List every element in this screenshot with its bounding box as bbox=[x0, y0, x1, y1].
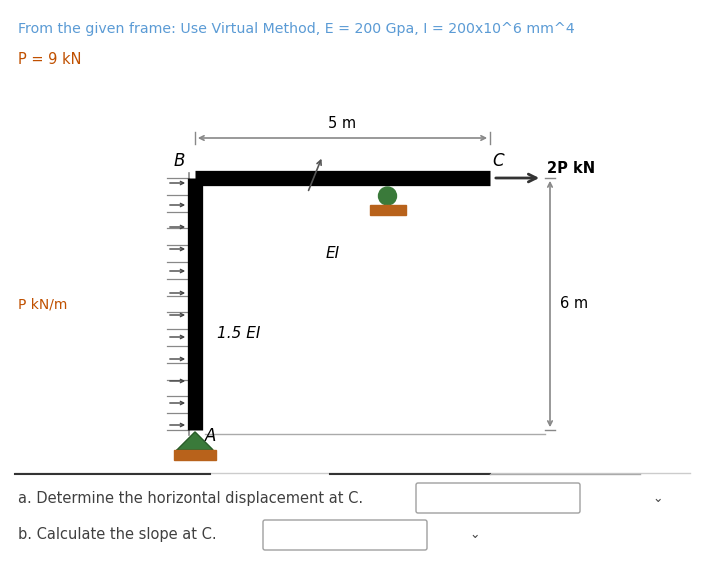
Text: P kN/m: P kN/m bbox=[18, 297, 67, 311]
Text: 1.5 EI: 1.5 EI bbox=[217, 327, 260, 342]
Text: B: B bbox=[174, 152, 185, 170]
Text: 6 m: 6 m bbox=[560, 296, 588, 312]
Text: a. Determine the horizontal displacement at C.: a. Determine the horizontal displacement… bbox=[18, 490, 363, 505]
Text: [ Select ]: [ Select ] bbox=[272, 528, 332, 541]
Text: P = 9 kN: P = 9 kN bbox=[18, 52, 81, 67]
Text: C: C bbox=[492, 152, 503, 170]
Bar bbox=[174, 450, 216, 460]
Text: A: A bbox=[205, 427, 216, 445]
Text: b. Calculate the slope at C.: b. Calculate the slope at C. bbox=[18, 528, 216, 543]
Text: [ Select ]: [ Select ] bbox=[425, 492, 485, 504]
Text: 2P kN: 2P kN bbox=[547, 161, 595, 176]
Text: EI: EI bbox=[325, 246, 339, 261]
Bar bbox=[370, 205, 406, 215]
Text: ⌄: ⌄ bbox=[469, 528, 480, 541]
FancyBboxPatch shape bbox=[416, 483, 580, 513]
Text: 5 m: 5 m bbox=[329, 116, 356, 131]
Text: From the given frame: Use Virtual Method, E = 200 Gpa, I = 200x10^6 mm^4: From the given frame: Use Virtual Method… bbox=[18, 22, 575, 36]
FancyBboxPatch shape bbox=[263, 520, 427, 550]
Text: ⌄: ⌄ bbox=[653, 492, 663, 504]
Polygon shape bbox=[177, 432, 213, 450]
Circle shape bbox=[378, 187, 397, 205]
